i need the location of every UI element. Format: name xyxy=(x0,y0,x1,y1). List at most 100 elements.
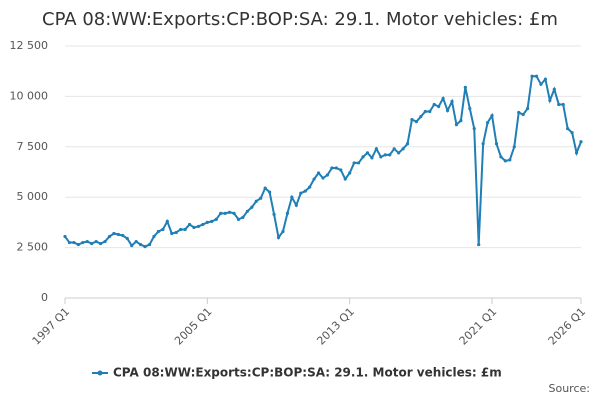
data-point xyxy=(214,217,218,221)
data-point xyxy=(330,166,334,170)
data-point xyxy=(196,224,201,229)
data-point xyxy=(463,85,467,89)
data-point xyxy=(410,117,414,122)
data-point xyxy=(299,191,303,195)
data-point xyxy=(241,215,245,219)
data-point xyxy=(477,242,481,247)
data-point xyxy=(339,168,343,172)
data-point xyxy=(428,109,432,114)
data-point xyxy=(90,241,94,246)
data-point xyxy=(143,244,147,249)
data-point xyxy=(325,173,330,177)
data-point xyxy=(72,240,76,245)
data-point xyxy=(454,123,459,127)
data-point xyxy=(183,227,187,232)
x-tick-label: 2005 Q1 xyxy=(172,305,215,348)
data-point xyxy=(499,155,503,159)
data-point xyxy=(379,155,383,159)
data-point xyxy=(334,166,338,170)
data-point xyxy=(236,217,241,221)
x-tick-label: 2021 Q1 xyxy=(457,305,500,348)
data-point xyxy=(81,240,85,245)
data-point xyxy=(254,199,258,203)
data-point xyxy=(250,205,254,209)
data-point xyxy=(552,87,556,91)
data-point xyxy=(205,220,209,224)
data-line xyxy=(64,75,582,248)
y-tick-label: 12 500 xyxy=(10,39,49,52)
data-point xyxy=(485,121,490,125)
data-point xyxy=(445,108,450,113)
data-point xyxy=(468,106,472,111)
data-point xyxy=(170,231,174,236)
legend-label: CPA 08:WW:Exports:CP:BOP:SA: 29.1. Motor… xyxy=(113,366,502,380)
data-point xyxy=(441,96,445,101)
data-point xyxy=(63,234,67,239)
x-tick-label: 2013 Q1 xyxy=(314,305,357,348)
data-point xyxy=(67,240,72,245)
y-tick-label: 10 000 xyxy=(10,89,49,102)
data-point xyxy=(401,147,405,151)
data-point xyxy=(574,151,579,155)
data-point xyxy=(210,219,214,223)
data-point xyxy=(285,211,290,215)
data-point xyxy=(232,211,236,215)
data-point xyxy=(192,225,196,230)
y-tick-label: 7 500 xyxy=(17,140,49,153)
data-point xyxy=(147,242,152,247)
data-point xyxy=(112,231,116,236)
x-tick-label: 1997 Q1 xyxy=(30,305,73,348)
data-point xyxy=(530,74,534,78)
data-point xyxy=(361,155,365,159)
data-point xyxy=(521,112,525,117)
data-point xyxy=(566,127,570,131)
data-point xyxy=(419,114,423,119)
data-point xyxy=(161,227,165,232)
data-point xyxy=(526,106,530,111)
data-point xyxy=(348,171,352,175)
data-point xyxy=(508,158,512,162)
data-point xyxy=(374,147,378,151)
data-point xyxy=(223,211,227,215)
data-point xyxy=(276,235,281,240)
data-point xyxy=(437,104,441,109)
data-point xyxy=(94,239,98,244)
data-point xyxy=(579,140,583,144)
data-point xyxy=(152,234,156,239)
data-point xyxy=(570,131,574,135)
data-point xyxy=(312,177,316,181)
data-point xyxy=(294,203,298,207)
data-point xyxy=(423,109,427,114)
data-point xyxy=(174,230,178,235)
data-point xyxy=(179,227,183,232)
data-point xyxy=(268,190,272,194)
data-point xyxy=(450,99,454,104)
data-point xyxy=(397,151,401,155)
data-point xyxy=(388,153,392,157)
chart-title: CPA 08:WW:Exports:CP:BOP:SA: 29.1. Motor… xyxy=(42,9,558,30)
data-point xyxy=(494,142,499,146)
source: Source: xyxy=(549,382,591,395)
data-point xyxy=(201,222,205,227)
legend-marker xyxy=(97,370,103,376)
data-point xyxy=(557,102,561,107)
data-point xyxy=(365,151,370,155)
data-point xyxy=(259,196,263,200)
data-point xyxy=(219,211,223,215)
data-point xyxy=(316,171,321,175)
data-point xyxy=(263,186,267,190)
data-point xyxy=(548,98,552,103)
data-point xyxy=(352,161,356,165)
data-point xyxy=(459,118,463,123)
data-point xyxy=(290,195,294,199)
data-point xyxy=(308,185,312,189)
data-point xyxy=(103,239,107,244)
data-point xyxy=(125,236,129,241)
data-point xyxy=(534,74,539,78)
data-point xyxy=(517,110,521,115)
data-point xyxy=(303,189,307,193)
data-point xyxy=(272,212,276,216)
data-point xyxy=(227,210,232,214)
data-point xyxy=(561,102,565,107)
